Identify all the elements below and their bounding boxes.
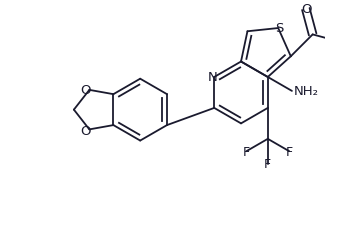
Text: NH₂: NH₂ [294,85,319,98]
Text: N: N [208,70,218,83]
Text: F: F [264,157,272,170]
Text: O: O [302,3,312,16]
Text: F: F [243,145,250,158]
Text: F: F [286,145,293,158]
Text: O: O [81,83,91,96]
Text: O: O [81,124,91,137]
Text: S: S [275,22,283,35]
